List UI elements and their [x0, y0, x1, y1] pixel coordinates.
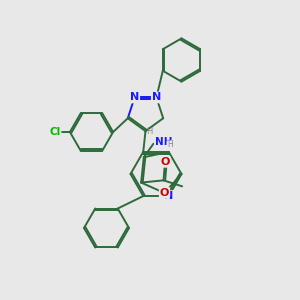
Text: O: O [160, 188, 169, 198]
Text: NH: NH [155, 137, 172, 147]
Text: H: H [146, 127, 152, 136]
Text: H: H [167, 140, 172, 149]
Text: N: N [130, 92, 139, 103]
Text: O: O [160, 157, 170, 167]
Text: Cl: Cl [49, 127, 61, 137]
Text: N: N [152, 92, 161, 103]
Text: N: N [164, 191, 173, 201]
